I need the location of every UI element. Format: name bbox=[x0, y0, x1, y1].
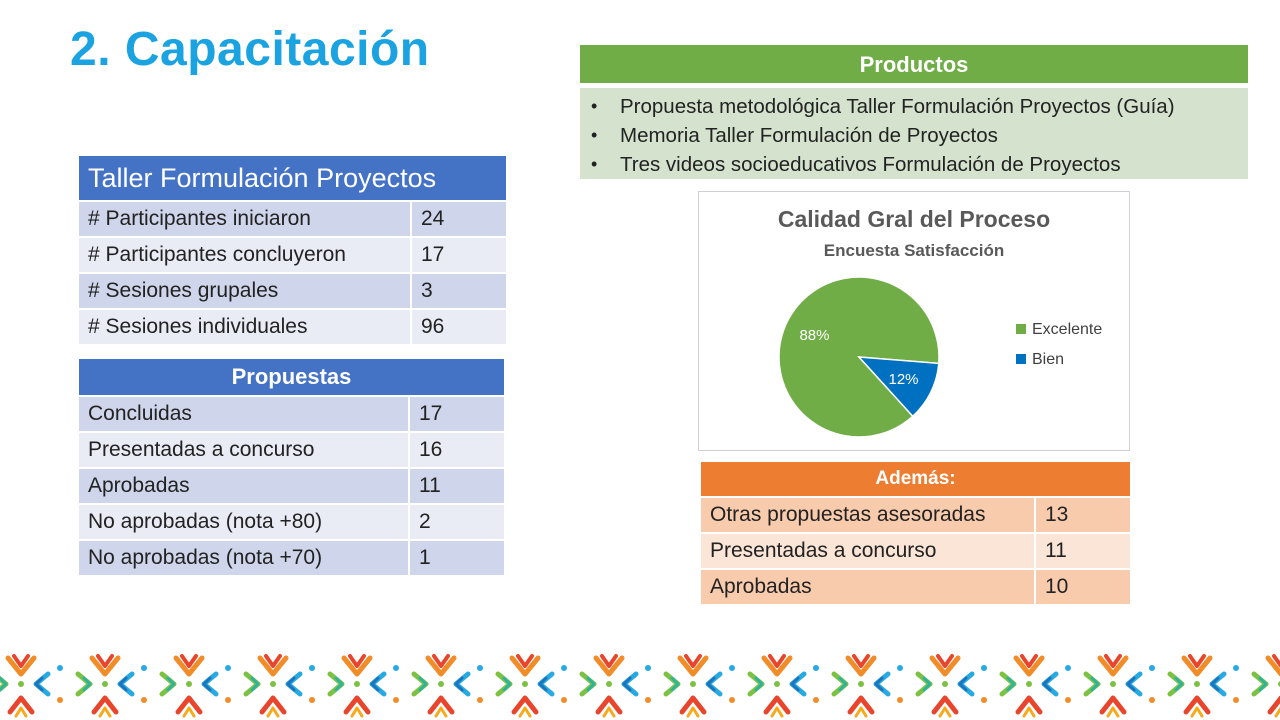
pie-data-label: 12% bbox=[888, 371, 918, 388]
list-item: • Tres videos socioeducativos Formulación… bbox=[591, 150, 1248, 179]
row-label: # Sesiones individuales bbox=[77, 308, 412, 346]
legend-swatch bbox=[1016, 324, 1026, 334]
product-item-text: Propuesta metodológica Taller Formulació… bbox=[620, 95, 1175, 118]
row-label: Aprobadas bbox=[77, 467, 410, 505]
legend-swatch bbox=[1016, 354, 1026, 364]
table-row: Concluidas 17 bbox=[77, 395, 506, 433]
pie-slices: 88% 12% bbox=[778, 276, 940, 438]
bullet-icon: • bbox=[591, 125, 598, 145]
table-row: # Participantes iniciaron 24 bbox=[77, 200, 508, 238]
pie-data-label: 88% bbox=[799, 327, 829, 344]
table-row: # Sesiones individuales 96 bbox=[77, 308, 508, 346]
table-row: # Participantes concluyeron 17 bbox=[77, 236, 508, 274]
satisfaction-chart: Calidad Gral del Proceso Encuesta Satisf… bbox=[698, 191, 1130, 451]
products-box: Productos • Propuesta metodológica Taller… bbox=[580, 45, 1248, 179]
bullet-icon: • bbox=[591, 96, 598, 116]
pie-chart-svg: Calidad Gral del Proceso Encuesta Satisf… bbox=[778, 206, 1102, 438]
pie-slice-bien bbox=[857, 356, 940, 418]
table-row: # Sesiones grupales 3 bbox=[77, 272, 508, 310]
slide-title: 2. Capacitación bbox=[70, 23, 430, 76]
row-label: No aprobadas (nota +80) bbox=[77, 503, 410, 541]
list-item: • Memoria Taller Formulación de Proyectos bbox=[591, 121, 1248, 150]
row-value: 17 bbox=[410, 236, 508, 274]
row-value: 2 bbox=[408, 503, 506, 541]
proposals-table: Propuestas Concluidas 17 Presentadas a c… bbox=[77, 357, 506, 577]
product-item-text: Memoria Taller Formulación de Proyectos bbox=[620, 124, 998, 147]
proposals-heading: Propuestas bbox=[77, 357, 506, 397]
table-row: Aprobadas 10 bbox=[699, 568, 1132, 606]
product-item-text: Tres videos socioeducativos Formulación … bbox=[620, 153, 1121, 176]
row-value: 11 bbox=[408, 467, 506, 505]
products-heading: Productos bbox=[580, 45, 1248, 83]
table-row: Aprobadas 11 bbox=[77, 467, 506, 505]
row-label: No aprobadas (nota +70) bbox=[77, 539, 410, 577]
row-value: 96 bbox=[410, 308, 508, 346]
chart-subtitle: Encuesta Satisfacción bbox=[824, 241, 1004, 260]
row-value: 24 bbox=[410, 200, 508, 238]
row-label: Presentadas a concurso bbox=[699, 532, 1036, 570]
table-row: Presentadas a concurso 16 bbox=[77, 431, 506, 469]
table-row: No aprobadas (nota +80) 2 bbox=[77, 503, 506, 541]
products-list: • Propuesta metodológica Taller Formulaci… bbox=[580, 92, 1248, 179]
table-row: No aprobadas (nota +70) 1 bbox=[77, 539, 506, 577]
bullet-icon: • bbox=[591, 154, 598, 174]
row-value: 3 bbox=[410, 272, 508, 310]
legend-label: Bien bbox=[1032, 351, 1064, 368]
table-row: Otras propuestas asesoradas 13 bbox=[699, 496, 1132, 534]
legend-label: Excelente bbox=[1032, 321, 1102, 338]
extra-heading: Además: bbox=[699, 460, 1132, 498]
row-value: 10 bbox=[1034, 568, 1132, 606]
workshop-table: Taller Formulación Proyectos # Participa… bbox=[77, 154, 508, 346]
products-list-container: • Propuesta metodológica Taller Formulaci… bbox=[580, 88, 1248, 179]
row-label: Presentadas a concurso bbox=[77, 431, 410, 469]
row-label: Aprobadas bbox=[699, 568, 1036, 606]
workshop-heading: Taller Formulación Proyectos bbox=[77, 154, 508, 202]
row-value: 13 bbox=[1034, 496, 1132, 534]
row-label: Concluidas bbox=[77, 395, 410, 433]
table-row: Presentadas a concurso 11 bbox=[699, 532, 1132, 570]
row-value: 17 bbox=[408, 395, 506, 433]
chart-title: Calidad Gral del Proceso bbox=[778, 206, 1050, 232]
row-value: 11 bbox=[1034, 532, 1132, 570]
row-label: # Sesiones grupales bbox=[77, 272, 412, 310]
row-label: # Participantes concluyeron bbox=[77, 236, 412, 274]
decorative-pattern-border bbox=[0, 640, 1280, 720]
row-value: 16 bbox=[408, 431, 506, 469]
list-item: • Propuesta metodológica Taller Formulaci… bbox=[591, 92, 1248, 121]
row-value: 1 bbox=[408, 539, 506, 577]
chart-legend: Excelente Bien bbox=[1016, 321, 1102, 368]
extra-table: Además: Otras propuestas asesoradas 13 P… bbox=[699, 460, 1132, 606]
row-label: # Participantes iniciaron bbox=[77, 200, 412, 238]
row-label: Otras propuestas asesoradas bbox=[699, 496, 1036, 534]
